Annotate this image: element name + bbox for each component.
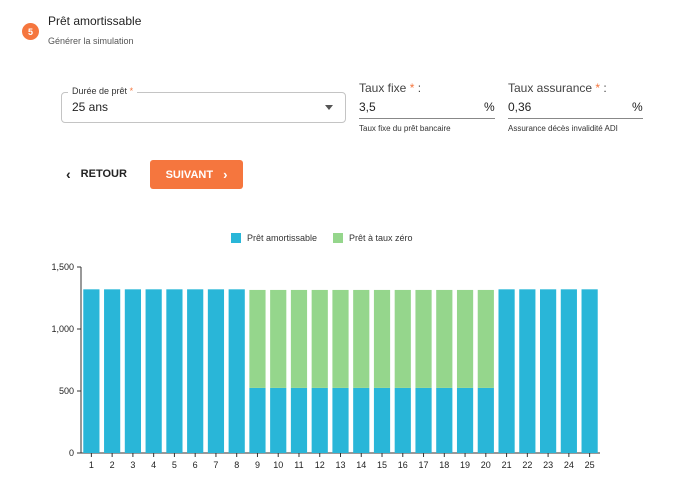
x-tick-label: 2 [110,460,115,470]
bar-segment [290,387,308,453]
x-tick-label: 10 [273,460,283,470]
y-tick-label: 1,000 [51,324,74,334]
bar-segment [477,289,494,388]
bar-segment [311,289,328,388]
bar-segment [540,289,557,453]
bar-segment [456,289,474,388]
duree-select-value: 25 ans [72,100,109,114]
bar-segment [581,289,598,453]
bar-segment [290,289,308,388]
bar-segment [373,387,391,453]
x-tick-label: 16 [398,460,408,470]
back-button-label: RETOUR [80,168,127,180]
x-tick-label: 1 [89,460,94,470]
bar-segment [332,387,349,453]
duree-select[interactable] [61,92,346,123]
legend-label: Prêt à taux zéro [349,233,413,243]
y-tick-label: 500 [59,386,74,396]
bar-segment [477,387,494,453]
bar-segment [373,289,391,388]
taux-assurance-underline [508,118,643,119]
x-tick-label: 22 [522,460,532,470]
bar-segment [187,289,204,453]
x-tick-label: 14 [356,460,366,470]
legend-label: Prêt amortissable [247,233,318,243]
taux-assurance-help: Assurance décès invalidité ADI [508,124,618,133]
x-tick-label: 13 [335,460,345,470]
bar-segment [394,289,411,388]
bar-segment [166,289,183,453]
bar-segment [228,289,245,453]
bar-segment [104,289,121,453]
bar-segment [83,289,100,453]
x-tick-label: 25 [585,460,595,470]
x-tick-label: 12 [315,460,325,470]
x-tick-label: 18 [439,460,449,470]
step-title: Prêt amortissable [48,14,142,28]
next-button-label: SUIVANT [165,168,214,181]
bar-segment [249,289,266,388]
x-tick-label: 5 [172,460,177,470]
bar-segment [311,387,328,453]
step-subtitle: Générer la simulation [48,36,134,46]
back-button[interactable]: ‹ RETOUR [66,162,127,186]
bar-segment [415,289,432,388]
bar-segment [353,387,370,453]
x-tick-label: 7 [213,460,218,470]
legend-item-amortissable[interactable]: Prêt amortissable [231,233,317,243]
taux-fixe-underline [359,118,495,119]
taux-fixe-help: Taux fixe du prêt bancaire [359,124,451,133]
taux-assurance-label: Taux assurance * : [508,81,607,95]
bar-segment [270,289,287,388]
bar-segment [456,387,474,453]
taux-assurance-unit: % [632,100,643,114]
x-tick-label: 23 [543,460,553,470]
bar-segment [560,289,577,453]
x-tick-label: 15 [377,460,387,470]
bar-segment [332,289,349,388]
chevron-left-icon: ‹ [66,166,71,182]
legend-swatch [231,233,241,243]
taux-fixe-input[interactable]: 3,5 [359,100,376,114]
y-tick-label: 0 [69,448,74,458]
x-tick-label: 19 [460,460,470,470]
bar-segment [145,289,162,453]
legend-swatch [333,233,343,243]
x-tick-label: 6 [193,460,198,470]
bar-segment [498,289,515,453]
bar-segment [353,289,370,388]
x-tick-label: 4 [151,460,156,470]
next-button[interactable]: SUIVANT › [150,160,243,189]
bar-segment [436,289,453,388]
bar-segment [394,387,411,453]
x-tick-label: 9 [255,460,260,470]
step-number-badge: 5 [22,23,39,40]
taux-fixe-unit: % [484,100,495,114]
chevron-down-icon[interactable] [325,105,333,110]
bar-segment [207,289,225,453]
bar-segment [270,387,287,453]
y-tick-label: 1,500 [51,262,74,272]
bar-segment [415,387,432,453]
x-tick-label: 24 [564,460,574,470]
bar-segment [124,289,141,453]
bar-segment [436,387,453,453]
legend-item-taux-zero[interactable]: Prêt à taux zéro [333,233,413,243]
x-tick-label: 3 [130,460,135,470]
x-tick-label: 11 [294,460,303,470]
x-tick-label: 21 [502,460,512,470]
x-tick-label: 8 [234,460,239,470]
bar-segment [249,387,266,453]
bar-segment [519,289,536,453]
taux-assurance-input[interactable]: 0,36 [508,100,532,114]
chevron-right-icon: › [223,167,228,182]
x-tick-label: 20 [481,460,491,470]
duree-select-label: Durée de prêt * [68,86,138,96]
taux-fixe-label: Taux fixe * : [359,81,422,95]
x-tick-label: 17 [419,460,429,470]
